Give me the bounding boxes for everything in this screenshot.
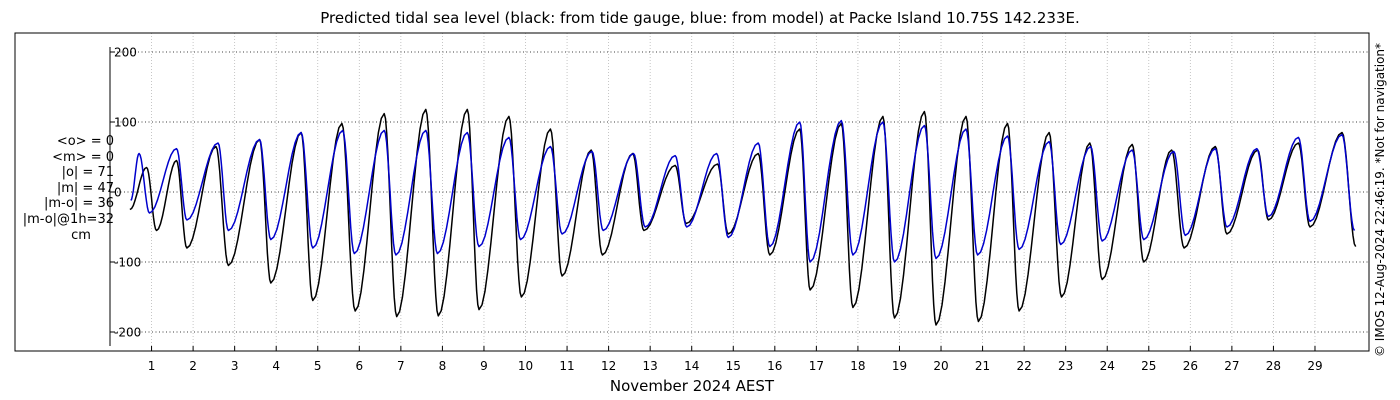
x-tick-label: 9 bbox=[480, 359, 488, 373]
x-tick-label: 3 bbox=[231, 359, 239, 373]
x-tick-label: 19 bbox=[892, 359, 907, 373]
x-tick-label: 26 bbox=[1183, 359, 1198, 373]
stat-abs-difference-1h: |m-o|@1h=32 bbox=[22, 211, 114, 227]
x-tick-label: 13 bbox=[643, 359, 658, 373]
x-tick-label: 1 bbox=[148, 359, 156, 373]
x-tick-label: 22 bbox=[1016, 359, 1031, 373]
x-tick-label: 12 bbox=[601, 359, 616, 373]
model-line bbox=[130, 119, 1356, 263]
y-tick-label: 0 bbox=[114, 186, 122, 200]
x-tick-label: 4 bbox=[272, 359, 280, 373]
stat-mean-model: <m> = 0 bbox=[52, 149, 114, 165]
stat-abs-observed: |o| = 71 bbox=[61, 165, 114, 181]
x-tick-label: 18 bbox=[850, 359, 865, 373]
x-tick-label: 2 bbox=[189, 359, 197, 373]
x-tick-label: 7 bbox=[397, 359, 405, 373]
series-layer bbox=[129, 108, 1357, 326]
grid-layer bbox=[110, 33, 1369, 351]
x-tick-label: 17 bbox=[809, 359, 824, 373]
x-tick-label: 16 bbox=[767, 359, 782, 373]
stats-panel: <o> = 0 <m> = 0 |o| = 71 |m| = 47 |m-o| … bbox=[18, 134, 114, 243]
x-tick-label: 14 bbox=[684, 359, 699, 373]
x-tick-label: 29 bbox=[1307, 359, 1322, 373]
y-tick-label: -100 bbox=[114, 256, 141, 270]
y-tick-label: 200 bbox=[114, 46, 137, 60]
y-tick-label: 100 bbox=[114, 116, 137, 130]
x-tick-label: 27 bbox=[1224, 359, 1239, 373]
axis-layer: 1 2 3 4 5 6 7 8 9 10 11 12 13 14 15 16 17 18 19 20 21 22 23 24 2… bbox=[109, 46, 1323, 373]
x-tick-label: 24 bbox=[1100, 359, 1115, 373]
x-tick-label: 6 bbox=[355, 359, 363, 373]
x-tick-label: 21 bbox=[975, 359, 990, 373]
x-tick-label: 23 bbox=[1058, 359, 1073, 373]
x-tick-label: 25 bbox=[1141, 359, 1156, 373]
x-tick-label: 15 bbox=[726, 359, 741, 373]
stat-mean-observed: <o> = 0 bbox=[56, 134, 114, 149]
x-tick-label: 8 bbox=[439, 359, 447, 373]
stat-abs-difference: |m-o| = 36 bbox=[43, 196, 114, 212]
stat-abs-model: |m| = 47 bbox=[56, 180, 114, 196]
x-tick-label: 11 bbox=[559, 359, 574, 373]
x-tick-label: 5 bbox=[314, 359, 322, 373]
stat-unit: cm bbox=[71, 227, 91, 243]
y-tick-label: -200 bbox=[114, 326, 141, 340]
x-tick-label: 28 bbox=[1266, 359, 1281, 373]
tide-gauge-line bbox=[129, 108, 1357, 326]
plot-frame bbox=[14, 32, 1370, 352]
chart-title: Predicted tidal sea level (black: from t… bbox=[320, 9, 1080, 27]
x-axis-label: November 2024 AEST bbox=[610, 377, 775, 395]
x-tick-label: 20 bbox=[933, 359, 948, 373]
x-tick-label: 10 bbox=[518, 359, 533, 373]
